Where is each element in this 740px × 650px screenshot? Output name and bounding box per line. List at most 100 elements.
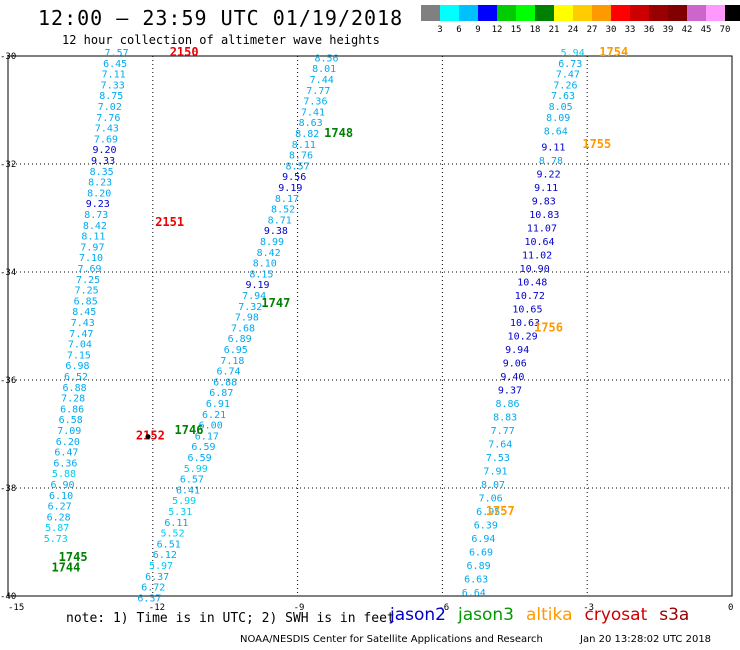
wave-height-value: 6.95 <box>476 507 500 518</box>
wave-height-value: 7.69 <box>94 134 118 145</box>
credit-line: NOAA/NESDIS Center for Satellite Applica… <box>240 634 543 645</box>
wave-height-value: 6.95 <box>224 345 248 356</box>
wave-height-value: 7.47 <box>556 70 580 81</box>
wave-height-value: 8.56 <box>314 53 338 64</box>
colorbar-swatch <box>421 5 440 21</box>
wave-height-value: 7.26 <box>553 80 577 91</box>
wave-height-value: 9.56 <box>282 172 306 183</box>
colorbar-swatch <box>535 5 554 21</box>
wave-height-value: 6.94 <box>471 534 495 545</box>
wave-height-value: 6.58 <box>59 415 83 426</box>
wave-height-value: 9.23 <box>86 199 110 210</box>
colorbar-label: 33 <box>624 25 636 35</box>
wave-height-value: 7.63 <box>551 91 575 102</box>
wave-height-value: 5.99 <box>184 464 208 475</box>
wave-height-value: 7.44 <box>310 75 334 86</box>
wave-height-value: 8.42 <box>83 221 107 232</box>
wave-height-value: 8.83 <box>493 413 517 424</box>
colorbar-label: 21 <box>548 25 560 35</box>
wave-height-value: 8.45 <box>72 307 96 318</box>
colorbar-swatch <box>478 5 497 21</box>
wave-height-value: 10.72 <box>515 291 545 302</box>
wave-height-value: 7.10 <box>79 253 103 264</box>
colorbar-swatch <box>440 5 459 21</box>
colorbar-label: 30 <box>605 25 617 35</box>
pass-time-label: 1757 <box>486 504 515 518</box>
y-tick-label: -40 <box>0 592 16 602</box>
wave-height-value: 7.68 <box>231 323 255 334</box>
wave-height-value: 6.87 <box>209 388 233 399</box>
wave-height-value: 5.87 <box>45 523 69 534</box>
pass-time-label: 1748 <box>324 126 353 140</box>
wave-height-value: 8.09 <box>546 113 570 124</box>
pass-time-label: 1744 <box>51 561 80 575</box>
wave-height-value: 7.33 <box>101 80 125 91</box>
wave-height-value: 6.20 <box>56 437 80 448</box>
wave-height-value: 7.97 <box>80 242 104 253</box>
wave-height-value: 9.19 <box>278 183 302 194</box>
legend-s3a: s3a <box>659 605 690 625</box>
wave-height-value: 8.76 <box>289 151 313 162</box>
colorbar-label: 12 <box>491 25 503 35</box>
wave-height-value: 6.37 <box>137 593 161 604</box>
wave-height-value: 8.11 <box>81 232 105 243</box>
wave-height-value: 6.41 <box>176 485 200 496</box>
wave-height-value: 9.20 <box>92 145 116 156</box>
wave-height-value: 6.11 <box>164 518 188 529</box>
x-tick-label: -6 <box>438 603 449 613</box>
colorbar-swatch <box>497 5 516 21</box>
wave-height-value: 8.11 <box>292 140 316 151</box>
legend-cryosat: cryosat <box>584 605 648 625</box>
wave-height-value: 10.29 <box>508 332 538 343</box>
wave-height-value: 8.05 <box>549 102 573 113</box>
wave-height-value: 8.35 <box>90 167 114 178</box>
track-marker-dot <box>145 434 151 440</box>
wave-height-value: 6.89 <box>467 561 491 572</box>
wave-height-value: 7.91 <box>483 467 507 478</box>
y-tick-label: -38 <box>0 484 16 494</box>
colorbar-label: 24 <box>567 25 579 35</box>
colorbar-label: 45 <box>700 25 712 35</box>
wave-height-value: 8.17 <box>275 194 299 205</box>
wave-height-value: 5.94 <box>561 48 585 59</box>
colorbar-label: 42 <box>681 25 693 35</box>
wave-height-value: 9.38 <box>264 226 288 237</box>
wave-height-value: 7.25 <box>76 275 100 286</box>
generated-timestamp: Jan 20 13:28:02 UTC 2018 <box>580 634 712 645</box>
colorbar-label: 70 <box>719 25 731 35</box>
colorbar-swatch <box>649 5 668 21</box>
wave-height-value: 9.11 <box>541 143 565 154</box>
wave-height-value: 8.75 <box>99 91 123 102</box>
wave-height-value: 6.85 <box>74 296 98 307</box>
wave-height-value: 7.57 <box>105 48 129 59</box>
pass-time-label: 1747 <box>261 296 290 310</box>
wave-height-value: 6.27 <box>48 502 72 513</box>
wave-height-value: 6.21 <box>202 410 226 421</box>
wave-height-value: 6.59 <box>191 442 215 453</box>
wave-height-value: 7.53 <box>486 453 510 464</box>
wave-height-value: 5.99 <box>172 496 196 507</box>
wave-height-value: 6.17 <box>195 431 219 442</box>
colorbar-swatch <box>554 5 573 21</box>
wave-height-value: 8.20 <box>87 188 111 199</box>
colorbar-label: 36 <box>643 25 655 35</box>
wave-height-value: 9.19 <box>245 280 269 291</box>
wave-height-value: 6.52 <box>64 372 88 383</box>
wave-height-value: 7.06 <box>479 494 503 505</box>
wave-height-value: 5.73 <box>44 534 68 545</box>
map-title: 12:00 — 23:59 UTC 01/19/2018 <box>38 6 404 30</box>
colorbar-label: 18 <box>529 25 541 35</box>
wave-height-value: 6.88 <box>213 377 237 388</box>
wave-height-value: 6.10 <box>49 491 73 502</box>
wave-height-value: 8.64 <box>544 126 568 137</box>
colorbar-swatch <box>687 5 706 21</box>
wave-height-value: 8.99 <box>260 237 284 248</box>
wave-height-value: 10.83 <box>529 210 559 221</box>
wave-height-value: 6.47 <box>54 448 78 459</box>
x-tick-label: -9 <box>294 603 305 613</box>
wave-height-value: 6.59 <box>188 453 212 464</box>
legend-jason2: jason2 <box>390 605 446 625</box>
wave-height-value: 9.94 <box>505 345 529 356</box>
wave-height-value: 7.69 <box>78 264 102 275</box>
